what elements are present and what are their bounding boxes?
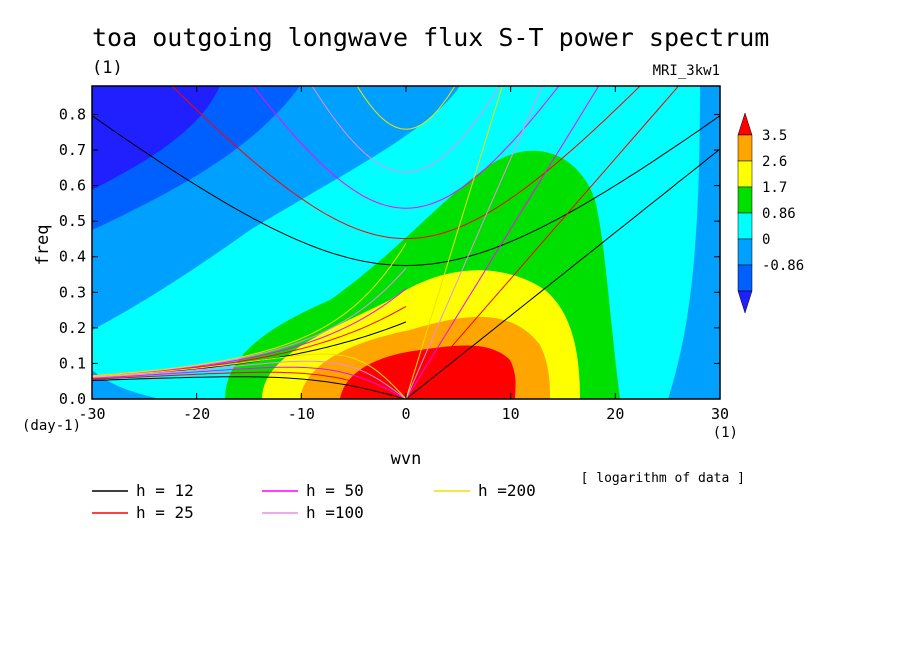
contour-level-4 — [340, 345, 516, 399]
x-axis-title: wvn — [391, 449, 422, 469]
colorbar-label: -0.86 — [762, 258, 804, 274]
contour-level-neg-right — [668, 86, 720, 399]
x-tick-label: -30 — [78, 405, 105, 423]
y-tick-label: 0.7 — [59, 141, 86, 159]
colorbar-segment — [737, 264, 753, 292]
rossby-curve — [92, 360, 407, 399]
legend-label: h =100 — [306, 503, 364, 522]
gravity-curve — [252, 86, 560, 209]
x-tick-label: 10 — [502, 405, 520, 423]
colorbar-top-arrow — [737, 112, 753, 136]
kelvin-curve — [405, 86, 680, 399]
gravity-curve — [311, 86, 501, 173]
kelvin-curve — [405, 86, 503, 399]
legend-label: h = 12 — [136, 481, 194, 500]
x-axis: -30 -20 -10 0 10 20 30 — [78, 86, 729, 423]
gravity-curve — [171, 86, 641, 240]
colorbar-segment — [737, 186, 753, 214]
legend-label: h = 25 — [136, 503, 194, 522]
rossby-curve — [92, 371, 407, 399]
colorbar-label: 0 — [762, 232, 770, 248]
kelvin-curve — [405, 86, 543, 399]
legend: h = 12 h = 25 h = 50 h =100 h =200 — [92, 481, 536, 522]
y-axis-title: freq — [33, 225, 53, 266]
kelvin-curve — [405, 148, 720, 399]
legend-label: h =200 — [478, 481, 536, 500]
rossby-curve — [92, 366, 407, 399]
x-tick-label: 0 — [401, 405, 410, 423]
x-tick-label: -10 — [288, 405, 315, 423]
y-tick-label: 0.1 — [59, 354, 86, 372]
y-tick-label: 0.6 — [59, 177, 86, 195]
gravity-curve — [92, 115, 720, 267]
y-tick-label: 0.2 — [59, 319, 86, 337]
y-axis: 0.0 0.1 0.2 0.3 0.4 0.5 0.6 0.7 0.8 — [59, 105, 720, 408]
colorbar: 3.5 2.6 1.7 0.86 0 -0.86 — [737, 112, 804, 314]
legend-label: h = 50 — [306, 481, 364, 500]
chart-title: toa outgoing longwave flux S-T power spe… — [92, 23, 769, 52]
colorbar-segment — [737, 134, 753, 162]
x-tick-label: -20 — [183, 405, 210, 423]
y-tick-label: 0.0 — [59, 390, 86, 408]
data-note: [ logarithm of data ] — [581, 471, 745, 486]
colorbar-label: 3.5 — [762, 128, 787, 144]
colorbar-label: 1.7 — [762, 180, 787, 196]
chart-subtitle: (1) — [92, 58, 123, 78]
dispersion-curves — [92, 86, 720, 399]
x-unit-label: (1) — [713, 425, 738, 441]
mrg-curve — [92, 242, 407, 377]
rossby-curve — [92, 353, 407, 399]
colorbar-segment — [737, 160, 753, 188]
contour-level-neg-lower — [92, 370, 160, 399]
y-tick-label: 0.8 — [59, 105, 86, 123]
x-tick-label: 30 — [711, 405, 729, 423]
colorbar-segment — [737, 212, 753, 240]
colorbar-bottom-arrow — [737, 290, 753, 314]
contour-level-lowest — [92, 86, 220, 190]
colorbar-label: 2.6 — [762, 154, 787, 170]
colorbar-segment — [737, 238, 753, 266]
gravity-curve — [356, 86, 456, 130]
y-unit-label: (day-1) — [22, 418, 81, 434]
x-tick-label: 20 — [606, 405, 624, 423]
model-label: MRI_3kw1 — [653, 63, 720, 79]
y-tick-label: 0.4 — [59, 248, 86, 266]
rossby-curve — [92, 376, 407, 399]
y-tick-label: 0.5 — [59, 212, 86, 230]
kelvin-curve — [405, 86, 600, 399]
y-tick-label: 0.3 — [59, 283, 86, 301]
colorbar-label: 0.86 — [762, 206, 796, 222]
